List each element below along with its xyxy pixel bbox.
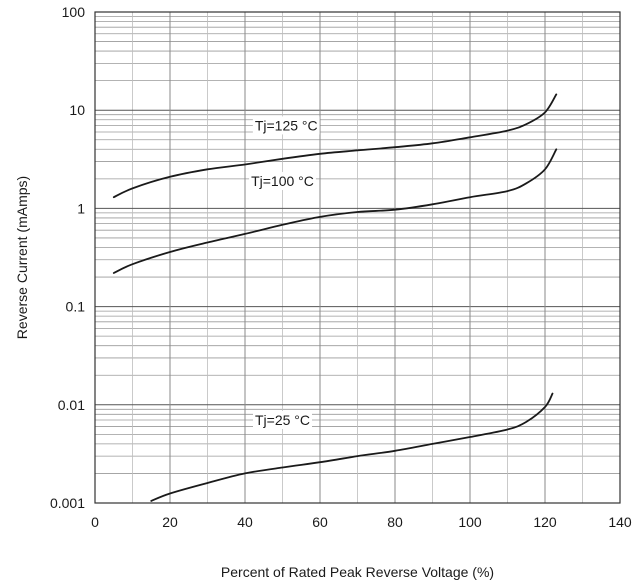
x-tick-label: 100 [458, 514, 482, 530]
x-axis-title: Percent of Rated Peak Reverse Voltage (%… [221, 564, 494, 580]
x-tick-label: 120 [533, 514, 557, 530]
x-tick-label: 20 [162, 514, 178, 530]
x-tick-label: 80 [387, 514, 403, 530]
y-tick-label: 1 [77, 200, 85, 216]
series-annotations: Tj=125 °C Tj=100 °C Tj=25 °C [249, 116, 320, 430]
y-tick-labels: 0.001 0.01 0.1 1 10 100 [50, 4, 85, 511]
x-tick-label: 140 [608, 514, 632, 530]
y-axis-title: Reverse Current (mAmps) [14, 176, 30, 339]
series-line-1 [112, 93, 558, 199]
series-line-3 [150, 392, 554, 502]
y-tick-label: 0.1 [66, 299, 86, 315]
annotation-background [252, 116, 320, 135]
series-lines [112, 93, 558, 502]
x-tick-labels: 0 20 40 60 80 100 120 140 [91, 514, 632, 530]
annotation-background [252, 411, 313, 430]
series-annotation: Tj=25 °C [255, 412, 310, 428]
series-annotation: Tj=125 °C [255, 117, 318, 133]
y-tick-label: 100 [62, 4, 86, 20]
minor-grid [95, 12, 620, 503]
y-tick-label: 0.001 [50, 495, 85, 511]
plot-frame [94, 11, 621, 504]
annotation-background [249, 172, 316, 191]
x-tick-label: 60 [312, 514, 328, 530]
y-tick-label: 10 [69, 102, 85, 118]
series-annotation: Tj=100 °C [251, 173, 314, 189]
x-tick-label: 0 [91, 514, 99, 530]
series-line-2 [112, 148, 558, 274]
y-tick-label: 0.01 [58, 397, 85, 413]
x-tick-label: 40 [237, 514, 253, 530]
